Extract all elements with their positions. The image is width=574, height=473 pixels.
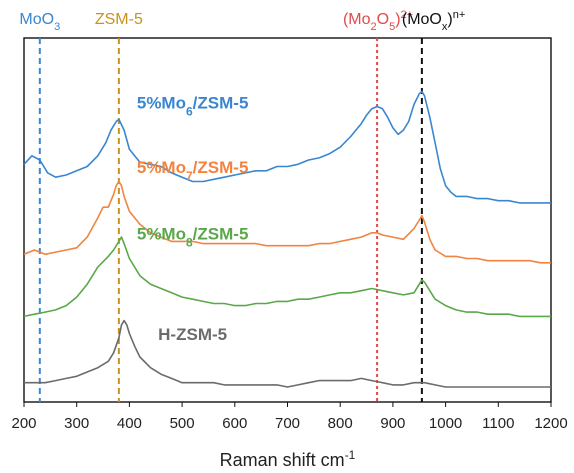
ref-label-moox-n: (MoOx)n+ [402,9,465,33]
series-line-5-mo7-zsm-5 [23,180,551,264]
x-tick-label: 1200 [534,415,567,432]
ref-label-zsm-5: ZSM-5 [95,11,143,28]
x-tick-label: 900 [380,415,405,432]
x-tick-label: 400 [117,415,142,432]
x-axis-ticks: 200 300 400 500 600 700 800 900 1000 1100 1200 [11,402,568,432]
reference-lines [38,38,423,402]
series-label-h-zsm-5: H-ZSM-5 [158,325,227,344]
series-label-5-mo6-zsm-5: 5%Mo6/ZSM-5 [137,94,249,119]
x-tick-label: 800 [328,415,353,432]
reference-labels: MoO3 ZSM-5 (Mo2O5)2+(MoOx)n+ [19,9,465,33]
x-axis-title-exponent: -1 [345,448,356,462]
x-tick-label: 1000 [429,415,462,432]
x-tick-label: 500 [170,415,195,432]
x-tick-label: 600 [222,415,247,432]
series-labels: 5%Mo6/ZSM-5 5%Mo7/ZSM-5 5%Mo8/ZSM-5 H-ZSM-5 [137,94,249,344]
x-tick-label: 200 [11,415,36,432]
plot-frame [23,37,552,403]
x-tick-label: 700 [275,415,300,432]
series-line-5-mo6-zsm-5 [23,90,551,204]
series-label-5-mo8-zsm-5: 5%Mo8/ZSM-5 [137,224,249,249]
series-line-h-zsm-5 [24,319,551,388]
x-tick-label: 1100 [482,415,514,432]
x-axis-title: Raman shift cm-1 [220,448,356,470]
series-label-5-mo7-zsm-5: 5%Mo7/ZSM-5 [137,158,249,183]
x-tick-label: 300 [64,415,89,432]
series-lines [23,90,551,388]
ref-label-moo3: MoO3 [19,11,60,33]
series-line-5-mo8-zsm-5 [23,236,551,318]
ref-label-mo2o5-2: (Mo2O5)2+ [343,9,413,33]
